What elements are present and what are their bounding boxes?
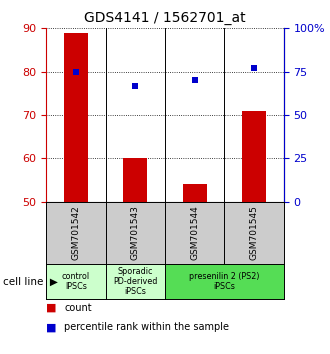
Text: GSM701545: GSM701545 [249, 205, 259, 260]
Text: count: count [64, 303, 92, 313]
Text: GSM701544: GSM701544 [190, 205, 199, 260]
Text: cell line  ▶: cell line ▶ [3, 276, 58, 286]
Text: percentile rank within the sample: percentile rank within the sample [64, 322, 229, 332]
Text: Sporadic
PD-derived
iPSCs: Sporadic PD-derived iPSCs [113, 267, 157, 296]
Text: control
IPSCs: control IPSCs [62, 272, 90, 291]
Bar [123, 158, 147, 202]
Text: presenilin 2 (PS2)
iPSCs: presenilin 2 (PS2) iPSCs [189, 272, 260, 291]
Title: GDS4141 / 1562701_at: GDS4141 / 1562701_at [84, 11, 246, 24]
Text: ■: ■ [46, 322, 57, 332]
Text: ■: ■ [46, 303, 57, 313]
Text: GSM701543: GSM701543 [131, 205, 140, 260]
Bar [242, 111, 266, 202]
Text: GSM701542: GSM701542 [71, 205, 81, 260]
Bar [64, 33, 88, 202]
Bar [183, 184, 207, 202]
